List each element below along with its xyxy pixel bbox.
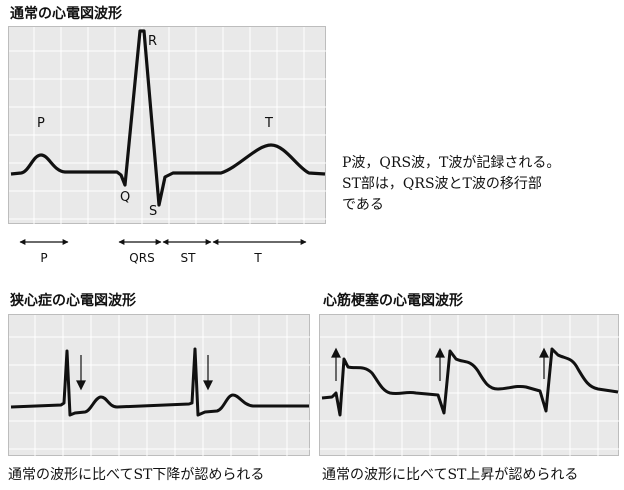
qrs-interval-label: QRS: [129, 251, 155, 265]
p-interval-label: P: [40, 251, 48, 265]
q-wave-label: Q: [120, 190, 131, 205]
st-depression-arrow-2: [203, 380, 213, 391]
r-wave-label: R: [148, 34, 158, 49]
s-wave-label: S: [149, 204, 158, 219]
st-elevation-arrow-2: [435, 347, 445, 358]
angina-caption: 通常の波形に比べてST下降が認められる: [8, 467, 265, 483]
infarction-ecg-panel: [319, 314, 620, 457]
infarction-ecg-title: 心筋梗塞の心電図波形: [323, 293, 463, 309]
angina-ecg-waveform: [9, 315, 311, 457]
st-depression-arrow-1: [76, 380, 86, 391]
normal-ecg-description: P波，QRS波，T波が記録される。 ST部は，QRS波とT波の移行部 である: [342, 153, 622, 216]
normal-ecg-waveform: [9, 27, 327, 225]
description-line-3: である: [342, 197, 384, 213]
infarction-caption: 通常の波形に比べてST上昇が認められる: [322, 467, 579, 483]
description-line-1: P波，QRS波，T波が記録される。: [342, 155, 561, 171]
angina-ecg-panel: [8, 314, 311, 457]
normal-ecg-title: 通常の心電図波形: [10, 6, 122, 22]
normal-ecg-panel: [8, 26, 327, 225]
description-line-2: ST部は，QRS波とT波の移行部: [342, 176, 542, 192]
p-wave-label: P: [37, 116, 45, 131]
t-wave-label: T: [265, 116, 273, 131]
interval-arrows: [19, 239, 307, 245]
infarction-ecg-waveform: [320, 315, 620, 457]
angina-ecg-title: 狭心症の心電図波形: [10, 293, 136, 309]
st-elevation-arrow-1: [331, 347, 341, 358]
st-elevation-arrow-3: [539, 347, 549, 358]
st-interval-label: ST: [180, 251, 196, 265]
t-interval-label: T: [254, 251, 262, 265]
